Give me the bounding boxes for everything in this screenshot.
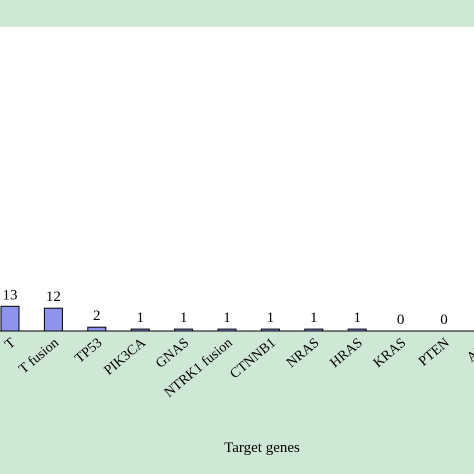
value-label: 1 bbox=[310, 310, 318, 326]
value-label: 2 bbox=[93, 308, 101, 324]
value-label: 1 bbox=[136, 310, 144, 326]
bar-t bbox=[0, 305, 20, 332]
value-label: 1 bbox=[180, 310, 188, 326]
value-label: 1 bbox=[267, 310, 275, 326]
value-label: 13 bbox=[3, 287, 18, 303]
tick-label: AKT bbox=[464, 335, 474, 365]
x-axis-title: Target genes bbox=[224, 440, 300, 456]
value-label: 0 bbox=[440, 312, 448, 328]
value-label: 12 bbox=[46, 289, 61, 305]
value-labels-group: 13 12 2 1 1 1 1 1 1 0 0 bbox=[3, 287, 448, 328]
bar-t-fusion bbox=[43, 307, 63, 332]
value-label: 1 bbox=[353, 310, 361, 326]
header-band bbox=[0, 0, 474, 27]
value-label: 1 bbox=[223, 310, 231, 326]
bar-tp53 bbox=[87, 326, 107, 332]
axis-band bbox=[0, 331, 474, 474]
value-label: 0 bbox=[397, 312, 405, 328]
